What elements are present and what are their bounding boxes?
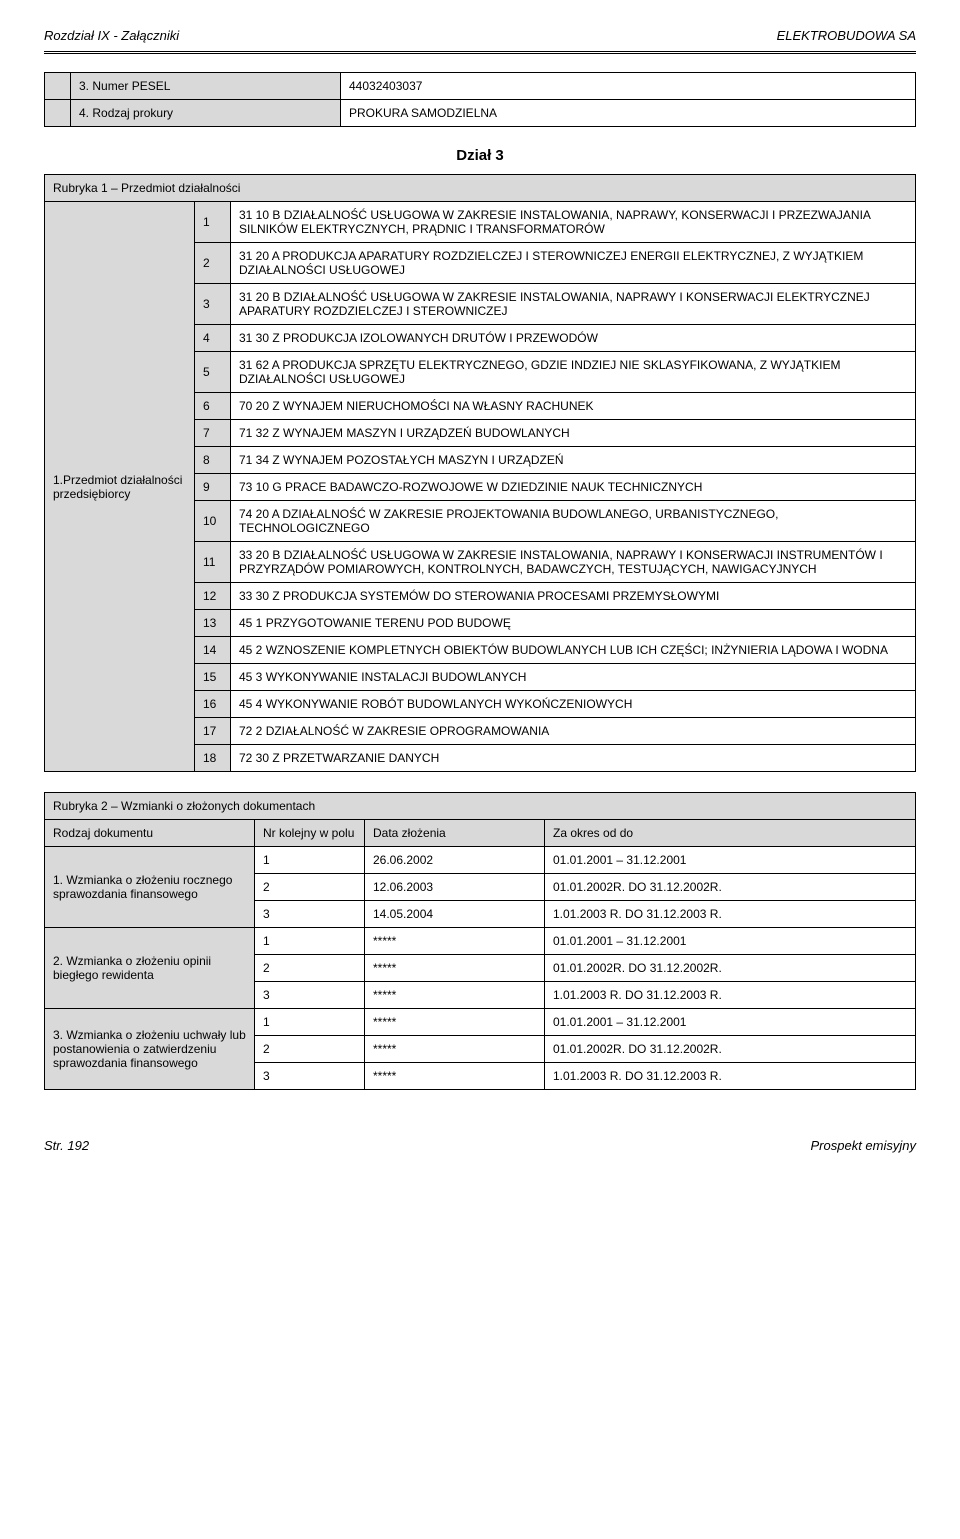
activity-text: 70 20 Z WYNAJEM NIERUCHOMOŚCI NA WŁASNY … bbox=[231, 393, 916, 420]
row-number: 10 bbox=[195, 501, 231, 542]
activity-text: 45 1 PRZYGOTOWANIE TERENU POD BUDOWĘ bbox=[231, 610, 916, 637]
activity-text: 33 20 B DZIAŁALNOŚĆ USŁUGOWA W ZAKRESIE … bbox=[231, 542, 916, 583]
group-label: 2. Wzmianka o złożeniu opinii biegłego r… bbox=[45, 928, 255, 1009]
date-cell: ***** bbox=[365, 1036, 545, 1063]
side-label: 1.Przedmiot działalności przedsiębiorcy bbox=[45, 202, 195, 772]
row-label: 3. Numer PESEL bbox=[71, 73, 341, 100]
row-number: 6 bbox=[195, 393, 231, 420]
activity-text: 45 4 WYKONYWANIE ROBÓT BUDOWLANYCH WYKOŃ… bbox=[231, 691, 916, 718]
footer-right: Prospekt emisyjny bbox=[811, 1138, 916, 1153]
date-cell: 26.06.2002 bbox=[365, 847, 545, 874]
row-number: 8 bbox=[195, 447, 231, 474]
header-right: ELEKTROBUDOWA SA bbox=[777, 28, 916, 43]
date-cell: ***** bbox=[365, 928, 545, 955]
activity-text: 31 20 A PRODUKCJA APARATURY ROZDZIELCZEJ… bbox=[231, 243, 916, 284]
rubryka-header: Rubryka 2 – Wzmianki o złożonych dokumen… bbox=[45, 793, 916, 820]
date-cell: ***** bbox=[365, 1009, 545, 1036]
rubryka2-column-headers: Rodzaj dokumentu Nr kolejny w polu Data … bbox=[45, 820, 916, 847]
row-number: 3 bbox=[255, 982, 365, 1009]
col-header: Za okres od do bbox=[545, 820, 916, 847]
header-rule bbox=[44, 51, 916, 54]
activity-text: 33 30 Z PRODUKCJA SYSTEMÓW DO STEROWANIA… bbox=[231, 583, 916, 610]
activity-text: 31 20 B DZIAŁALNOŚĆ USŁUGOWA W ZAKRESIE … bbox=[231, 284, 916, 325]
date-cell: ***** bbox=[365, 1063, 545, 1090]
table-row: 1. Wzmianka o złożeniu rocznego sprawozd… bbox=[45, 847, 916, 874]
blank-cell bbox=[45, 100, 71, 127]
period-cell: 1.01.2003 R. DO 31.12.2003 R. bbox=[545, 1063, 916, 1090]
group-label: 1. Wzmianka o złożeniu rocznego sprawozd… bbox=[45, 847, 255, 928]
row-number: 15 bbox=[195, 664, 231, 691]
activity-text: 72 30 Z PRZETWARZANIE DANYCH bbox=[231, 745, 916, 772]
date-cell: ***** bbox=[365, 955, 545, 982]
row-number: 17 bbox=[195, 718, 231, 745]
rubryka1-table: Rubryka 1 – Przedmiot działalności 1.Prz… bbox=[44, 174, 916, 772]
header-left: Rozdział IX - Załączniki bbox=[44, 28, 179, 43]
period-cell: 1.01.2003 R. DO 31.12.2003 R. bbox=[545, 901, 916, 928]
period-cell: 01.01.2002R. DO 31.12.2002R. bbox=[545, 874, 916, 901]
col-header: Nr kolejny w polu bbox=[255, 820, 365, 847]
row-number: 18 bbox=[195, 745, 231, 772]
row-number: 14 bbox=[195, 637, 231, 664]
rubryka-header: Rubryka 1 – Przedmiot działalności bbox=[45, 175, 916, 202]
activity-text: 71 32 Z WYNAJEM MASZYN I URZĄDZEŃ BUDOWL… bbox=[231, 420, 916, 447]
col-header: Data złożenia bbox=[365, 820, 545, 847]
table-row: 4. Rodzaj prokury PROKURA SAMODZIELNA bbox=[45, 100, 916, 127]
row-label: 4. Rodzaj prokury bbox=[71, 100, 341, 127]
row-number: 1 bbox=[255, 928, 365, 955]
row-number: 2 bbox=[255, 874, 365, 901]
group-label: 3. Wzmianka o złożeniu uchwały lub posta… bbox=[45, 1009, 255, 1090]
date-cell: 12.06.2003 bbox=[365, 874, 545, 901]
row-number: 5 bbox=[195, 352, 231, 393]
row-number: 3 bbox=[255, 901, 365, 928]
top-table: 3. Numer PESEL 44032403037 4. Rodzaj pro… bbox=[44, 72, 916, 127]
row-number: 3 bbox=[255, 1063, 365, 1090]
rubryka2-table: Rubryka 2 – Wzmianki o złożonych dokumen… bbox=[44, 792, 916, 1090]
period-cell: 01.01.2002R. DO 31.12.2002R. bbox=[545, 955, 916, 982]
page-header: Rozdział IX - Załączniki ELEKTROBUDOWA S… bbox=[44, 28, 916, 43]
col-header: Rodzaj dokumentu bbox=[45, 820, 255, 847]
row-number: 2 bbox=[255, 1036, 365, 1063]
activity-text: 31 10 B DZIAŁALNOŚĆ USŁUGOWA W ZAKRESIE … bbox=[231, 202, 916, 243]
activity-text: 72 2 DZIAŁALNOŚĆ W ZAKRESIE OPROGRAMOWAN… bbox=[231, 718, 916, 745]
activity-text: 31 30 Z PRODUKCJA IZOLOWANYCH DRUTÓW I P… bbox=[231, 325, 916, 352]
period-cell: 01.01.2001 – 31.12.2001 bbox=[545, 1009, 916, 1036]
row-number: 1 bbox=[255, 847, 365, 874]
row-number: 2 bbox=[255, 955, 365, 982]
row-number: 13 bbox=[195, 610, 231, 637]
footer-left: Str. 192 bbox=[44, 1138, 89, 1153]
period-cell: 1.01.2003 R. DO 31.12.2003 R. bbox=[545, 982, 916, 1009]
table-row: 1.Przedmiot działalności przedsiębiorcy1… bbox=[45, 202, 916, 243]
row-number: 9 bbox=[195, 474, 231, 501]
row-number: 12 bbox=[195, 583, 231, 610]
activity-text: 31 62 A PRODUKCJA SPRZĘTU ELEKTRYCZNEGO,… bbox=[231, 352, 916, 393]
activity-text: 74 20 A DZIAŁALNOŚĆ W ZAKRESIE PROJEKTOW… bbox=[231, 501, 916, 542]
row-number: 3 bbox=[195, 284, 231, 325]
rubryka1-title: Rubryka 1 – Przedmiot działalności bbox=[45, 175, 916, 202]
row-number: 16 bbox=[195, 691, 231, 718]
activity-text: 71 34 Z WYNAJEM POZOSTAŁYCH MASZYN I URZ… bbox=[231, 447, 916, 474]
activity-text: 45 2 WZNOSZENIE KOMPLETNYCH OBIEKTÓW BUD… bbox=[231, 637, 916, 664]
activity-text: 45 3 WYKONYWANIE INSTALACJI BUDOWLANYCH bbox=[231, 664, 916, 691]
table-row: 3. Wzmianka o złożeniu uchwały lub posta… bbox=[45, 1009, 916, 1036]
activity-text: 73 10 G PRACE BADAWCZO-ROZWOJOWE W DZIED… bbox=[231, 474, 916, 501]
rubryka2-title: Rubryka 2 – Wzmianki o złożonych dokumen… bbox=[45, 793, 916, 820]
table-row: 2. Wzmianka o złożeniu opinii biegłego r… bbox=[45, 928, 916, 955]
row-number: 4 bbox=[195, 325, 231, 352]
date-cell: ***** bbox=[365, 982, 545, 1009]
row-number: 1 bbox=[195, 202, 231, 243]
table-row: 3. Numer PESEL 44032403037 bbox=[45, 73, 916, 100]
row-number: 2 bbox=[195, 243, 231, 284]
row-number: 7 bbox=[195, 420, 231, 447]
row-value: 44032403037 bbox=[341, 73, 916, 100]
period-cell: 01.01.2001 – 31.12.2001 bbox=[545, 928, 916, 955]
row-value: PROKURA SAMODZIELNA bbox=[341, 100, 916, 127]
row-number: 1 bbox=[255, 1009, 365, 1036]
date-cell: 14.05.2004 bbox=[365, 901, 545, 928]
period-cell: 01.01.2001 – 31.12.2001 bbox=[545, 847, 916, 874]
row-number: 11 bbox=[195, 542, 231, 583]
period-cell: 01.01.2002R. DO 31.12.2002R. bbox=[545, 1036, 916, 1063]
blank-cell bbox=[45, 73, 71, 100]
section-title: Dział 3 bbox=[44, 147, 916, 164]
page-footer: Str. 192 Prospekt emisyjny bbox=[44, 1138, 916, 1153]
